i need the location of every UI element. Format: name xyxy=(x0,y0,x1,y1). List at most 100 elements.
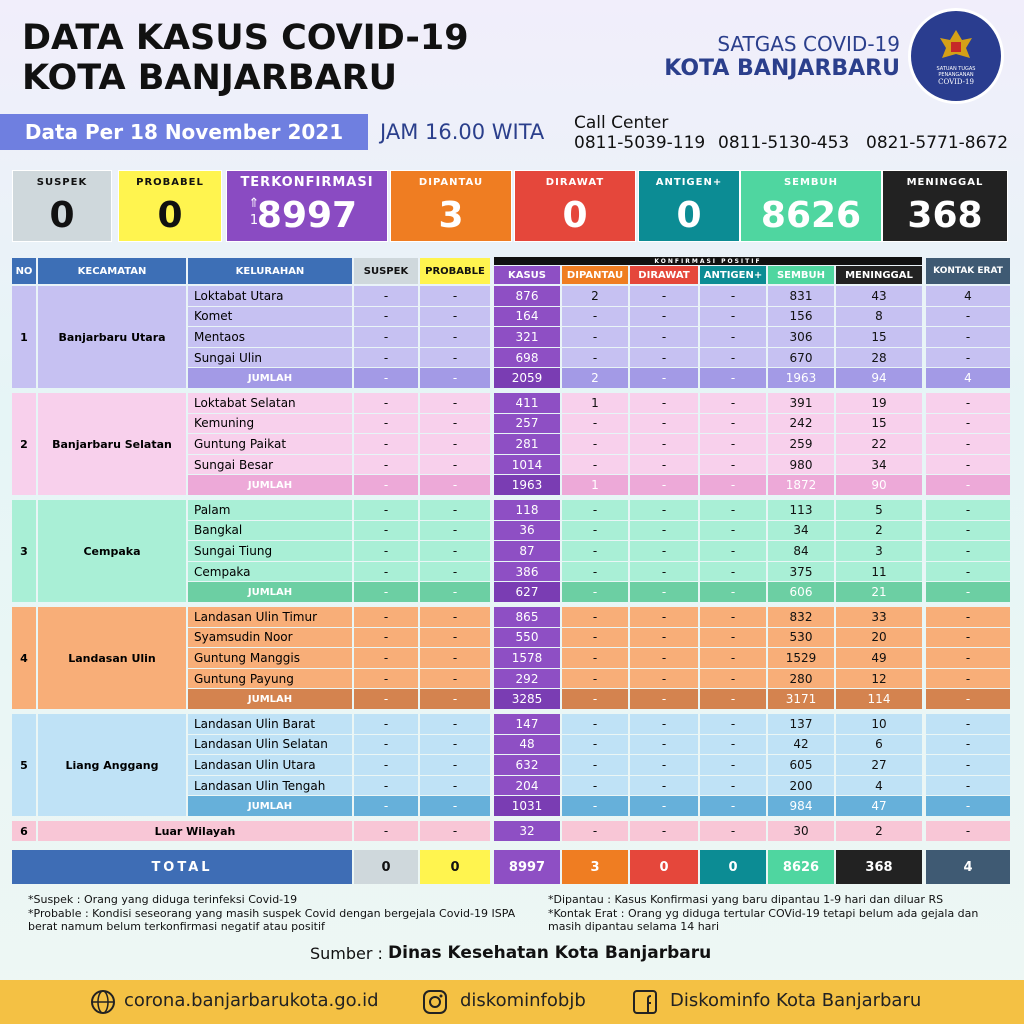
cell: 259 xyxy=(768,434,834,454)
cell: 550 xyxy=(494,627,560,648)
cell: 8 xyxy=(836,306,922,327)
cell: - xyxy=(420,755,490,775)
cell: - xyxy=(700,648,766,668)
cell: 32 xyxy=(494,821,560,841)
cell: - xyxy=(354,500,418,520)
cell: 1 xyxy=(562,393,628,413)
cell: - xyxy=(562,627,628,648)
footer: corona.banjarbarukota.go.id diskominfobj… xyxy=(0,980,1024,1024)
phone: 0821-5771-8672 xyxy=(866,133,1009,153)
column-header: DIPANTAU xyxy=(562,266,628,284)
district-name: Banjarbaru Selatan xyxy=(38,393,186,495)
cell: - xyxy=(420,689,490,709)
cell: 4 xyxy=(836,775,922,796)
cell: 43 xyxy=(836,286,922,306)
cell: - xyxy=(562,689,628,709)
cell: - xyxy=(420,286,490,306)
kelurahan: Kemuning xyxy=(188,413,352,434)
cell: 306 xyxy=(768,327,834,347)
cell: - xyxy=(700,607,766,627)
cell: 200 xyxy=(768,775,834,796)
cell: 605 xyxy=(768,755,834,775)
district-name: Liang Anggang xyxy=(38,714,186,816)
cell: - xyxy=(420,607,490,627)
call-center-label: Call Center xyxy=(574,113,669,133)
cell: - xyxy=(700,627,766,648)
cell: - xyxy=(630,500,698,520)
cell: - xyxy=(700,475,766,495)
cell: - xyxy=(354,714,418,734)
logo-text: SATUAN TUGAS xyxy=(936,66,976,72)
cell: - xyxy=(354,734,418,755)
cell: - xyxy=(354,541,418,561)
district-name: Cempaka xyxy=(38,500,186,602)
cell: 90 xyxy=(836,475,922,495)
cell: - xyxy=(354,607,418,627)
cell: - xyxy=(926,689,1010,709)
cell: - xyxy=(630,689,698,709)
cell: - xyxy=(420,541,490,561)
cell: 281 xyxy=(494,434,560,454)
summary-box xyxy=(118,170,222,242)
cell: - xyxy=(354,561,418,582)
cell: - xyxy=(562,306,628,327)
cell: - xyxy=(562,607,628,627)
cell: - xyxy=(420,393,490,413)
kelurahan: Mentaos xyxy=(188,327,352,347)
cell: - xyxy=(420,475,490,495)
cell: - xyxy=(630,627,698,648)
total-cell: 0 xyxy=(700,850,766,884)
cell: 34 xyxy=(836,454,922,475)
logo-text: COVID-19 xyxy=(938,78,974,86)
kelurahan: Landasan Ulin Barat xyxy=(188,714,352,734)
cell: - xyxy=(630,714,698,734)
cell: 670 xyxy=(768,347,834,368)
cell: 147 xyxy=(494,714,560,734)
cell: - xyxy=(700,668,766,689)
cell: 2 xyxy=(836,821,922,841)
kelurahan: Sungai Ulin xyxy=(188,347,352,368)
cell: - xyxy=(926,327,1010,347)
cell: - xyxy=(420,582,490,602)
kelurahan: Loktabat Selatan xyxy=(188,393,352,413)
cell: - xyxy=(354,821,418,841)
cell: - xyxy=(354,668,418,689)
cell: - xyxy=(700,689,766,709)
note: *Kontak Erat : Orang yg diduga tertular … xyxy=(548,907,979,933)
cell: - xyxy=(630,520,698,541)
cell: - xyxy=(562,541,628,561)
cell: 1 xyxy=(562,475,628,495)
cell: 375 xyxy=(768,561,834,582)
summary-label: DIPANTAU xyxy=(418,176,484,188)
cell: - xyxy=(420,306,490,327)
column-header: KELURAHAN xyxy=(188,258,352,284)
subtotal-label: JUMLAH xyxy=(188,582,352,602)
subtotal-label: JUMLAH xyxy=(188,689,352,709)
cell: 34 xyxy=(768,520,834,541)
cell: - xyxy=(562,775,628,796)
cell: 627 xyxy=(494,582,560,602)
cell: - xyxy=(926,434,1010,454)
cell: 698 xyxy=(494,347,560,368)
cell: 12 xyxy=(836,668,922,689)
cell: - xyxy=(630,327,698,347)
summary-label: TERKONFIRMASI xyxy=(240,174,374,190)
cell: 49 xyxy=(836,648,922,668)
cell: - xyxy=(926,582,1010,602)
total-cell: 4 xyxy=(926,850,1010,884)
cell: - xyxy=(926,413,1010,434)
district-no: 4 xyxy=(12,607,36,709)
cell: - xyxy=(562,648,628,668)
cell: - xyxy=(562,668,628,689)
cell: 280 xyxy=(768,668,834,689)
cell: 94 xyxy=(836,368,922,388)
cell: 47 xyxy=(836,796,922,816)
column-header: ANTIGEN+ xyxy=(700,266,766,284)
column-header: KASUS xyxy=(494,266,560,284)
total-cell: 0 xyxy=(354,850,418,884)
cell: - xyxy=(420,327,490,347)
cell: 632 xyxy=(494,755,560,775)
cell: - xyxy=(700,714,766,734)
cell: - xyxy=(926,821,1010,841)
